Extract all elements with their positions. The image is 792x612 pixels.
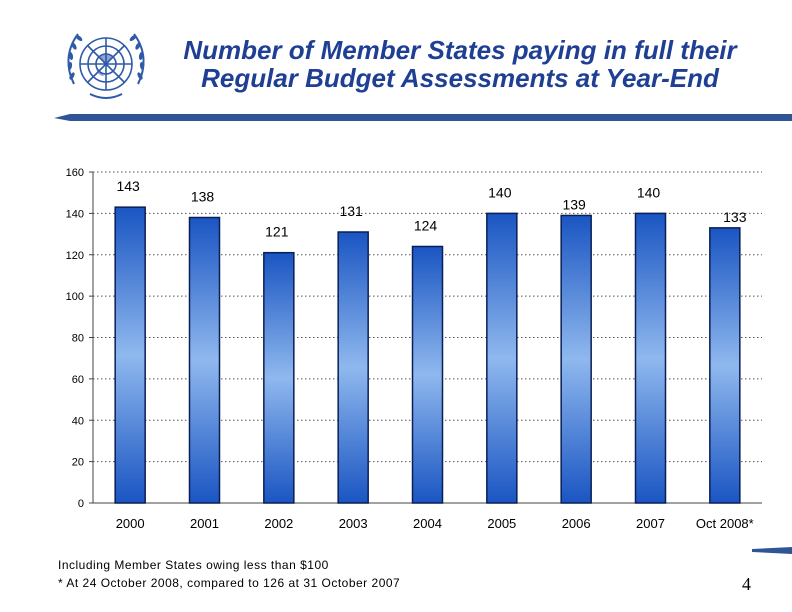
value-label: 131 <box>339 203 363 219</box>
x-tick-label: 2006 <box>562 516 591 531</box>
un-emblem-icon <box>60 20 152 117</box>
bar <box>411 245 444 504</box>
bar <box>709 227 741 504</box>
y-tick-label: 100 <box>66 291 84 303</box>
value-label: 138 <box>191 189 215 205</box>
value-label: 133 <box>723 209 747 225</box>
x-tick-label: 2004 <box>413 516 442 531</box>
bar <box>634 212 667 504</box>
bar <box>263 251 295 504</box>
y-tick-label: 140 <box>66 208 84 220</box>
bar <box>337 231 369 504</box>
bars <box>114 206 741 504</box>
x-tick-label: 2005 <box>487 516 516 531</box>
y-tick-label: 0 <box>78 498 84 510</box>
x-tick-label: 2007 <box>636 516 665 531</box>
x-tick-label: 2001 <box>190 516 219 531</box>
title-line-1: Number of Member States paying in full t… <box>183 35 737 65</box>
y-tick-labels: 0 20 40 60 80 100 120 140 160 <box>66 167 84 510</box>
title-divider <box>54 114 792 121</box>
slide-title: Number of Member States paying in full t… <box>150 36 770 92</box>
bar <box>114 206 146 504</box>
x-tick-label: 2003 <box>339 516 368 531</box>
footnote-2: * At 24 October 2008, compared to 126 at… <box>58 576 401 590</box>
value-label: 121 <box>265 224 289 240</box>
x-tick-label: 2000 <box>116 516 145 531</box>
value-label: 140 <box>637 184 661 200</box>
y-tick-label: 40 <box>72 415 84 427</box>
bar <box>188 216 221 504</box>
bar-chart: 0 20 40 60 80 100 120 140 160 143 138 121 131 124 140… <box>66 167 762 531</box>
value-label: 139 <box>562 196 586 212</box>
footnote-1: Including Member States owing less than … <box>58 558 329 572</box>
bar <box>560 214 592 504</box>
y-tick-label: 20 <box>72 457 84 469</box>
x-tick-labels: 2000 2001 2002 2003 2004 2005 2006 2007 Oct 2008… <box>116 516 754 531</box>
value-labels: 143 138 121 131 124 140 139 140 133 <box>116 178 746 240</box>
value-label: 124 <box>414 217 438 233</box>
value-label: 140 <box>488 184 512 200</box>
y-tick-label: 60 <box>72 374 84 386</box>
bar <box>486 212 518 504</box>
y-tick-label: 80 <box>72 333 84 345</box>
x-tick-label: Oct 2008* <box>696 516 754 531</box>
x-tick-label: 2002 <box>264 516 293 531</box>
y-tick-label: 160 <box>66 167 84 179</box>
value-label: 143 <box>116 178 140 194</box>
footer-divider <box>752 547 792 554</box>
title-line-2: Regular Budget Assessments at Year-End <box>201 63 719 93</box>
y-tick-label: 120 <box>66 250 84 262</box>
page-number: 4 <box>742 574 751 594</box>
